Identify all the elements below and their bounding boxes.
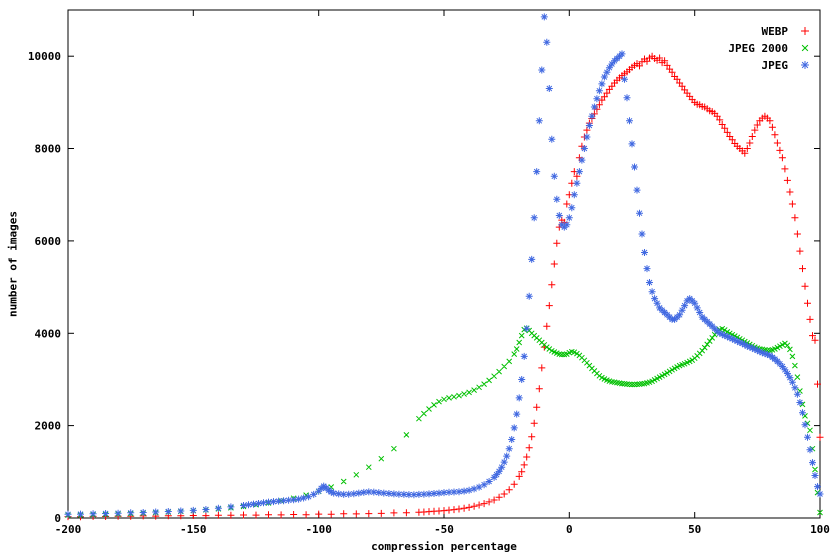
x-tick-label: -200 bbox=[55, 523, 82, 536]
y-axis-title: number of images bbox=[6, 211, 20, 317]
x-tick-label: -150 bbox=[180, 523, 207, 536]
tick-labels: -200 -150 -100 -50 0 50 100 0 2000 4000 6000 8000 10… bbox=[28, 50, 830, 536]
legend-entry-jpeg: JPEG bbox=[762, 59, 809, 72]
legend-label-jpeg-2000: JPEG 2000 bbox=[728, 42, 788, 55]
legend: WEBP JPEG 2000 JPEG bbox=[728, 25, 809, 72]
legend-label-jpeg: JPEG bbox=[762, 59, 789, 72]
tick-marks bbox=[67, 10, 821, 519]
x-tick-label: -50 bbox=[434, 523, 454, 536]
x-tick-label: 0 bbox=[566, 523, 573, 536]
y-tick-label: 0 bbox=[54, 512, 61, 525]
y-tick-label: 10000 bbox=[28, 50, 61, 63]
y-tick-label: 2000 bbox=[35, 420, 62, 433]
legend-marker-jpeg-2000 bbox=[801, 44, 809, 52]
plot-border bbox=[67, 9, 821, 519]
legend-marker-webp bbox=[801, 27, 809, 35]
series-webp bbox=[64, 52, 824, 521]
legend-label-webp: WEBP bbox=[762, 25, 789, 38]
x-tick-label: 100 bbox=[810, 523, 830, 536]
x-tick-label: -100 bbox=[305, 523, 332, 536]
series-jpeg bbox=[64, 13, 824, 518]
legend-entry-jpeg-2000: JPEG 2000 bbox=[728, 42, 809, 55]
series-jpeg-2000 bbox=[65, 325, 823, 519]
y-tick-label: 6000 bbox=[35, 235, 62, 248]
x-axis-title: compression percentage bbox=[371, 540, 517, 553]
legend-entry-webp: WEBP bbox=[762, 25, 809, 38]
x-tick-label: 50 bbox=[688, 523, 701, 536]
legend-marker-jpeg bbox=[801, 61, 809, 69]
y-tick-label: 8000 bbox=[35, 143, 62, 156]
y-tick-label: 4000 bbox=[35, 327, 62, 340]
